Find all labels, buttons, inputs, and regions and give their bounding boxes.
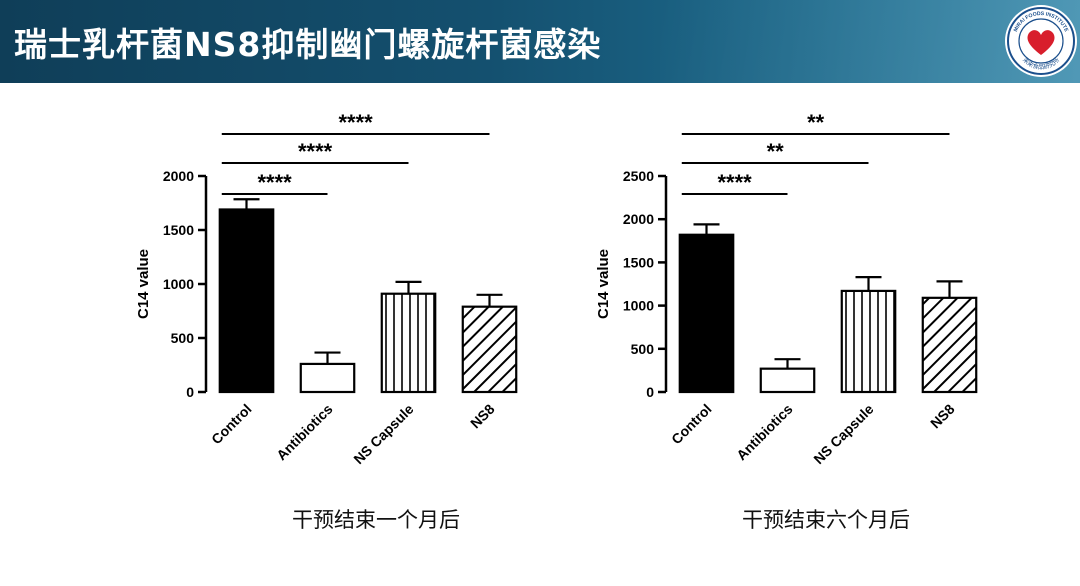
bar-chart-svg: 0 500 1000 1500 2000 2500 C14 value Control Anti… xyxy=(595,110,978,467)
significance-label: ** xyxy=(767,139,785,164)
bar-antibiotics xyxy=(759,367,816,394)
logo-heart-icon xyxy=(1027,30,1055,55)
logo-border xyxy=(1007,7,1075,75)
slide-title: 瑞士乳杆菌NS8抑制幽门螺旋杆菌感染 xyxy=(14,25,602,64)
y-tick-label: 1000 xyxy=(163,276,194,292)
x-tick-label: Control xyxy=(208,401,255,448)
institute-logo: MIRAI FOODS INSTITUTE 未来食品研究所 xyxy=(1005,5,1077,77)
significance-label: **** xyxy=(258,170,293,195)
caption-one-month: 干预结束一个月后 xyxy=(292,508,460,532)
significance-label: **** xyxy=(339,110,374,135)
significance-label: **** xyxy=(298,139,333,164)
bar-antibiotics xyxy=(299,362,356,394)
y-tick-label: 1500 xyxy=(163,222,194,238)
significance-label: **** xyxy=(718,170,753,195)
x-tick-label: Antibiotics xyxy=(273,401,336,464)
y-tick-label: 1000 xyxy=(623,298,654,314)
x-tick-label: NS Capsule xyxy=(350,401,416,467)
y-tick-label: 1500 xyxy=(623,254,654,270)
significance-label: ** xyxy=(807,110,825,135)
bar-ns8 xyxy=(461,305,518,394)
y-tick-label: 2000 xyxy=(163,168,194,184)
y-axis-label: C14 value xyxy=(595,249,612,319)
x-tick-label: NS Capsule xyxy=(810,401,876,467)
y-tick-label: 0 xyxy=(646,384,654,400)
bar-control xyxy=(218,208,275,394)
logo-inner-border xyxy=(1018,18,1064,64)
y-tick-label: 2500 xyxy=(623,168,654,184)
x-tick-label: Control xyxy=(668,401,715,448)
bar-control xyxy=(678,233,735,394)
y-tick-label: 0 xyxy=(186,384,194,400)
title-bar: 瑞士乳杆菌NS8抑制幽门螺旋杆菌感染 MIRAI FOODS INSTITUTE… xyxy=(0,0,1080,83)
chart-one-month: 0 500 1000 1500 2000 C14 value Control Antibiot… xyxy=(110,90,560,489)
y-tick-label: 2000 xyxy=(623,211,654,227)
y-tick-label: 500 xyxy=(631,341,655,357)
x-tick-label: NS8 xyxy=(467,401,498,432)
bar-ns-capsule xyxy=(840,289,897,394)
y-axis-label: C14 value xyxy=(135,249,152,319)
bar-ns8 xyxy=(921,296,978,394)
caption-six-months: 干预结束六个月后 xyxy=(742,508,910,532)
bar-chart-svg: 0 500 1000 1500 2000 C14 value Control Antibiot… xyxy=(135,110,518,467)
y-tick-label: 500 xyxy=(171,330,195,346)
x-tick-label: Antibiotics xyxy=(733,401,796,464)
x-tick-label: NS8 xyxy=(927,401,958,432)
chart-six-months: 0 500 1000 1500 2000 2500 C14 value Control Anti… xyxy=(570,90,1020,489)
bar-ns-capsule xyxy=(380,292,437,394)
